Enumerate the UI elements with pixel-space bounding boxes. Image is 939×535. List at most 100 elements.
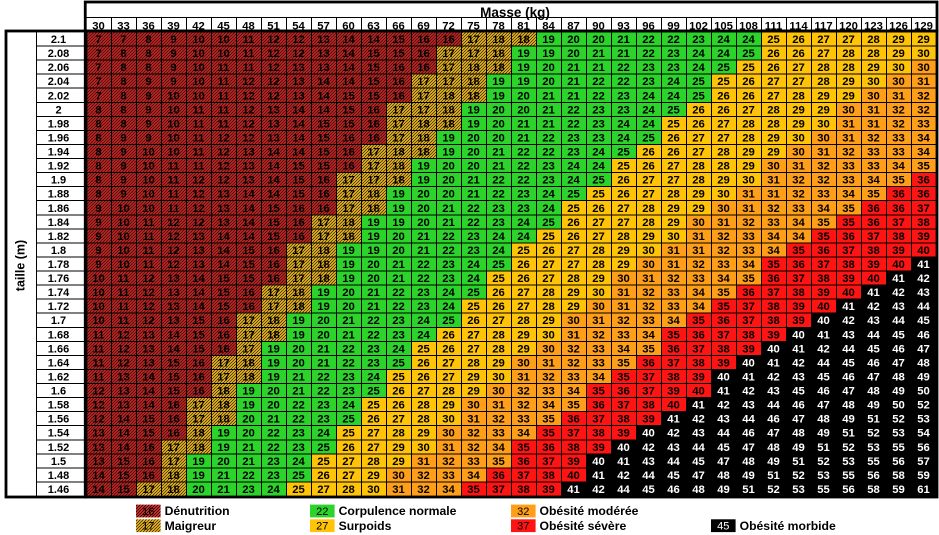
svg-text:7: 7 <box>95 76 101 88</box>
svg-text:52: 52 <box>917 400 930 412</box>
svg-text:11: 11 <box>118 273 130 285</box>
svg-text:27: 27 <box>367 428 380 440</box>
svg-text:56: 56 <box>892 456 905 468</box>
svg-text:27: 27 <box>717 118 730 130</box>
svg-text:31: 31 <box>467 414 480 426</box>
svg-text:11: 11 <box>143 231 155 243</box>
svg-text:34: 34 <box>642 329 655 341</box>
svg-text:9: 9 <box>120 175 126 187</box>
svg-text:Maigreur: Maigreur <box>165 519 217 533</box>
svg-text:12: 12 <box>217 147 230 159</box>
svg-text:47: 47 <box>742 442 755 454</box>
svg-text:14: 14 <box>342 76 355 88</box>
svg-text:23: 23 <box>267 456 280 468</box>
svg-text:43: 43 <box>767 386 780 398</box>
svg-text:1.58: 1.58 <box>48 400 69 412</box>
svg-text:11: 11 <box>93 371 105 383</box>
svg-text:38: 38 <box>717 343 730 355</box>
svg-text:7: 7 <box>95 62 101 74</box>
svg-text:15: 15 <box>217 301 230 313</box>
svg-text:37: 37 <box>717 329 730 341</box>
svg-text:49: 49 <box>842 414 855 426</box>
svg-text:11: 11 <box>218 118 230 130</box>
svg-text:17: 17 <box>317 231 330 243</box>
svg-text:25: 25 <box>617 161 630 173</box>
svg-text:27: 27 <box>567 245 580 257</box>
svg-text:12: 12 <box>92 386 105 398</box>
svg-text:26: 26 <box>442 329 455 341</box>
svg-text:30: 30 <box>792 147 805 159</box>
svg-text:42: 42 <box>592 484 605 496</box>
svg-text:11: 11 <box>143 245 155 257</box>
svg-text:55: 55 <box>892 442 905 454</box>
svg-text:35: 35 <box>867 189 880 201</box>
svg-text:17: 17 <box>367 147 380 159</box>
svg-text:28: 28 <box>592 259 605 271</box>
svg-text:31: 31 <box>792 161 805 173</box>
svg-text:33: 33 <box>592 357 605 369</box>
svg-text:35: 35 <box>717 287 730 299</box>
svg-text:1.56: 1.56 <box>48 414 69 426</box>
svg-text:8: 8 <box>95 104 101 116</box>
svg-text:27: 27 <box>667 175 680 187</box>
svg-text:1.76: 1.76 <box>48 273 69 285</box>
svg-text:41: 41 <box>717 386 730 398</box>
svg-text:1.94: 1.94 <box>48 147 70 159</box>
svg-text:52: 52 <box>842 442 855 454</box>
svg-text:26: 26 <box>642 161 655 173</box>
svg-text:36: 36 <box>817 245 830 257</box>
svg-text:32: 32 <box>717 245 730 257</box>
svg-text:34: 34 <box>442 484 455 496</box>
svg-text:25: 25 <box>467 301 480 313</box>
svg-text:19: 19 <box>217 428 230 440</box>
svg-text:27: 27 <box>367 442 380 454</box>
svg-text:27: 27 <box>717 132 730 144</box>
svg-text:12: 12 <box>242 118 255 130</box>
svg-text:42: 42 <box>667 428 680 440</box>
svg-text:11: 11 <box>193 161 205 173</box>
svg-text:52: 52 <box>792 470 805 482</box>
svg-text:13: 13 <box>142 343 155 355</box>
svg-text:28: 28 <box>767 118 780 130</box>
svg-text:13: 13 <box>167 287 180 299</box>
svg-text:26: 26 <box>417 371 430 383</box>
svg-text:35: 35 <box>617 357 630 369</box>
svg-text:26: 26 <box>717 104 730 116</box>
svg-text:39: 39 <box>592 442 605 454</box>
svg-text:45: 45 <box>892 329 905 341</box>
svg-text:32: 32 <box>767 203 780 215</box>
svg-text:40: 40 <box>617 442 630 454</box>
svg-text:31: 31 <box>692 245 705 257</box>
svg-text:31: 31 <box>767 175 780 187</box>
svg-text:53: 53 <box>842 456 855 468</box>
svg-text:34: 34 <box>842 189 855 201</box>
svg-text:13: 13 <box>292 62 305 74</box>
svg-text:23: 23 <box>367 357 380 369</box>
svg-text:8: 8 <box>95 175 101 187</box>
svg-text:1.5: 1.5 <box>51 456 66 468</box>
svg-text:18: 18 <box>317 273 330 285</box>
svg-text:32: 32 <box>517 400 530 412</box>
svg-text:28: 28 <box>617 231 630 243</box>
svg-text:27: 27 <box>642 175 655 187</box>
svg-text:16: 16 <box>417 48 430 60</box>
svg-text:11: 11 <box>193 104 205 116</box>
svg-text:29: 29 <box>767 147 780 159</box>
svg-text:26: 26 <box>692 118 705 130</box>
svg-text:30: 30 <box>692 217 705 229</box>
svg-text:11: 11 <box>143 217 155 229</box>
svg-text:25: 25 <box>592 189 605 201</box>
svg-text:29: 29 <box>667 203 680 215</box>
svg-text:46: 46 <box>767 414 780 426</box>
svg-text:28: 28 <box>742 132 755 144</box>
svg-text:30: 30 <box>667 231 680 243</box>
svg-text:30: 30 <box>817 132 830 144</box>
svg-text:13: 13 <box>317 48 330 60</box>
svg-text:12: 12 <box>192 203 205 215</box>
svg-text:10: 10 <box>192 48 205 60</box>
svg-text:23: 23 <box>442 259 455 271</box>
svg-text:33: 33 <box>442 470 455 482</box>
svg-text:38: 38 <box>617 414 630 426</box>
svg-text:25: 25 <box>492 273 505 285</box>
svg-text:38: 38 <box>692 357 705 369</box>
